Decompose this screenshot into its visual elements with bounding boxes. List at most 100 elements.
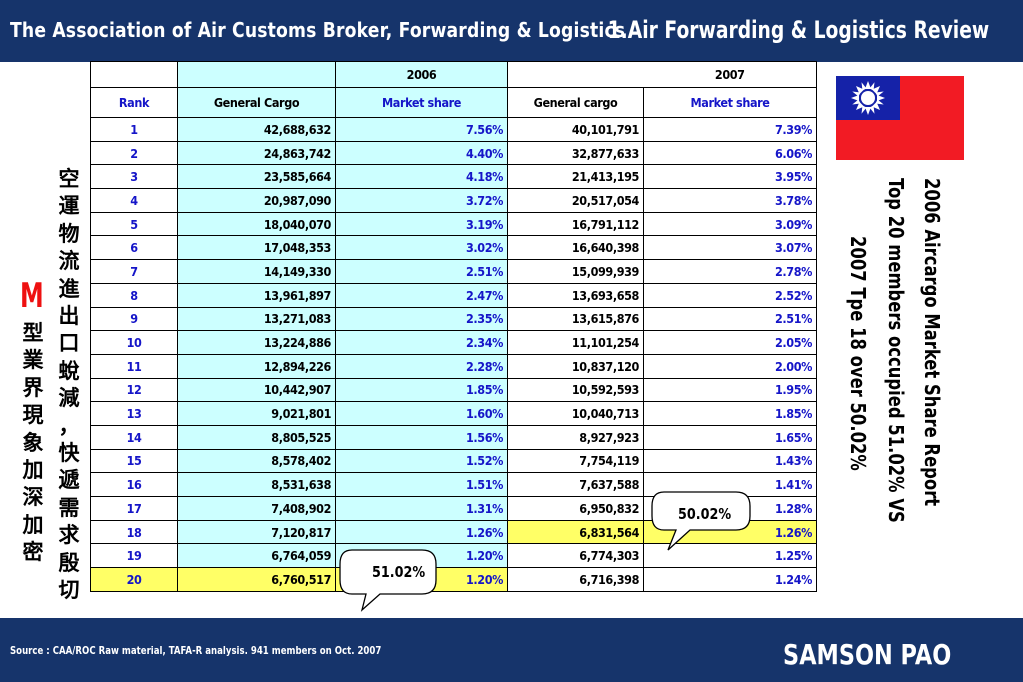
source-note: Source : CAA/ROC Raw material, TAFA-R an… [10, 644, 382, 657]
general-cargo-2006-cell: 23,585,664 [177, 164, 336, 190]
footer-banner: Source : CAA/ROC Raw material, TAFA-R an… [0, 618, 1023, 682]
header-blank [90, 61, 178, 88]
market-share-2007-cell: 1.24% [643, 567, 817, 592]
general-cargo-2006-cell: 18,040,070 [177, 211, 336, 237]
general-cargo-2006-cell: 8,805,525 [177, 424, 336, 450]
general-cargo-2007-cell: 8,927,923 [507, 424, 644, 450]
market-share-2006-cell: 1.56% [335, 424, 508, 450]
general-cargo-2007-cell: 21,413,195 [507, 164, 644, 190]
general-cargo-2007-cell: 7,754,119 [507, 448, 644, 474]
chinese-char: 密 [22, 540, 44, 565]
rank-cell: 13 [90, 401, 178, 426]
chinese-char: 求 [58, 523, 80, 548]
taiwan-flag-icon [836, 76, 964, 160]
general-cargo-2007-cell: 6,831,564 [507, 519, 644, 545]
general-cargo-2007-cell: 10,040,713 [507, 401, 644, 426]
chinese-char: 殷 [58, 550, 80, 575]
chinese-char: 流 [58, 249, 80, 274]
general-cargo-2007-cell: 15,099,939 [507, 259, 644, 284]
rank-cell: 8 [90, 282, 178, 308]
general-cargo-2006-cell: 14,149,330 [177, 259, 336, 284]
rank-cell: 9 [90, 306, 178, 332]
general-cargo-2007-cell: 16,791,112 [507, 211, 644, 237]
general-cargo-2007-cell: 10,837,120 [507, 353, 644, 379]
rank-cell: 7 [90, 259, 178, 284]
callout-text-2006: 51.02% [372, 563, 426, 581]
callout-text-2007: 50.02% [678, 505, 732, 523]
section-title: 1.Air Forwarding & Logistics Review [607, 16, 989, 44]
header-market-share-2006: Market share [335, 87, 508, 118]
table-row: 12 10,442,907 1.85% 10,592,593 1.95% [90, 377, 817, 403]
market-share-2007-cell: 1.43% [643, 448, 817, 474]
table-row: 13 9,021,801 1.60% 10,040,713 1.85% [90, 401, 817, 426]
general-cargo-2006-cell: 6,764,059 [177, 543, 336, 569]
general-cargo-2007-cell: 6,950,832 [507, 496, 644, 521]
general-cargo-2006-cell: 13,224,886 [177, 330, 336, 355]
general-cargo-2007-cell: 7,637,588 [507, 472, 644, 497]
header-blank-2007 [507, 61, 644, 88]
author-name: SAMSON PAO [782, 638, 951, 671]
chinese-char: ， [58, 413, 80, 438]
chinese-char: 出 [58, 304, 80, 329]
rank-cell: 19 [90, 543, 178, 569]
m-letter: M [20, 276, 44, 316]
rank-cell: 11 [90, 353, 178, 379]
general-cargo-2006-cell: 13,961,897 [177, 282, 336, 308]
market-share-2007-cell: 2.52% [643, 282, 817, 308]
chinese-char: 切 [58, 578, 80, 603]
market-share-2007-cell: 3.95% [643, 164, 817, 190]
general-cargo-2007-cell: 6,774,303 [507, 543, 644, 569]
header-general-cargo-2007: General cargo [507, 87, 644, 118]
side-note-line1: 2006 Aircargo Market Share Report [920, 178, 944, 507]
general-cargo-2006-cell: 10,442,907 [177, 377, 336, 403]
market-share-2007-cell: 7.39% [643, 117, 817, 142]
table-row: 18 7,120,817 1.26% 6,831,564 1.26% [90, 519, 817, 545]
table-row: 9 13,271,083 2.35% 13,615,876 2.51% [90, 306, 817, 332]
rank-cell: 16 [90, 472, 178, 497]
general-cargo-2007-cell: 16,640,398 [507, 235, 644, 261]
rank-cell: 18 [90, 519, 178, 545]
general-cargo-2006-cell: 8,531,638 [177, 472, 336, 497]
market-share-2006-cell: 1.51% [335, 472, 508, 497]
market-share-2006-cell: 1.85% [335, 377, 508, 403]
general-cargo-2006-cell: 17,048,353 [177, 235, 336, 261]
general-cargo-2007-cell: 13,693,658 [507, 282, 644, 308]
chinese-char: 快 [58, 441, 80, 466]
sun-icon [851, 81, 885, 115]
market-share-2006-cell: 2.51% [335, 259, 508, 284]
rank-cell: 6 [90, 235, 178, 261]
market-share-2007-cell: 2.05% [643, 330, 817, 355]
chinese-char: 蛻 [58, 358, 80, 383]
market-share-2007-cell: 3.07% [643, 235, 817, 261]
rank-cell: 17 [90, 496, 178, 521]
general-cargo-2006-cell: 7,408,902 [177, 496, 336, 521]
chinese-char: 運 [58, 194, 80, 219]
general-cargo-2006-cell: 12,894,226 [177, 353, 336, 379]
market-share-2007-cell: 1.65% [643, 424, 817, 450]
association-title: The Association of Air Customs Broker, F… [10, 18, 626, 42]
table-row: 2 24,863,742 4.40% 32,877,633 6.06% [90, 140, 817, 166]
market-share-2006-cell: 1.26% [335, 519, 508, 545]
market-share-2006-cell: 2.47% [335, 282, 508, 308]
general-cargo-2006-cell: 13,271,083 [177, 306, 336, 332]
market-share-2006-cell: 4.40% [335, 140, 508, 166]
general-cargo-2006-cell: 20,987,090 [177, 188, 336, 213]
market-share-2006-cell: 4.18% [335, 164, 508, 190]
side-note-line3: 2007 Tpe 18 over 50.02% [846, 236, 870, 471]
rank-cell: 4 [90, 188, 178, 213]
side-note-line2: Top 20 members occupied 51.02% VS [884, 178, 908, 523]
general-cargo-2006-cell: 24,863,742 [177, 140, 336, 166]
general-cargo-2006-cell: 9,021,801 [177, 401, 336, 426]
chinese-char: 需 [58, 495, 80, 520]
rank-cell: 12 [90, 377, 178, 403]
rank-cell: 1 [90, 117, 178, 142]
market-share-2007-cell: 1.25% [643, 543, 817, 569]
flag-canton [836, 76, 900, 120]
general-cargo-2007-cell: 10,592,593 [507, 377, 644, 403]
callout-bubble-2006 [339, 549, 437, 612]
chinese-char: 減 [58, 386, 80, 411]
rank-cell: 20 [90, 567, 178, 592]
table-row: 4 20,987,090 3.72% 20,517,054 3.78% [90, 188, 817, 213]
rank-cell: 10 [90, 330, 178, 355]
header-year-2006: 2006 [335, 61, 508, 88]
